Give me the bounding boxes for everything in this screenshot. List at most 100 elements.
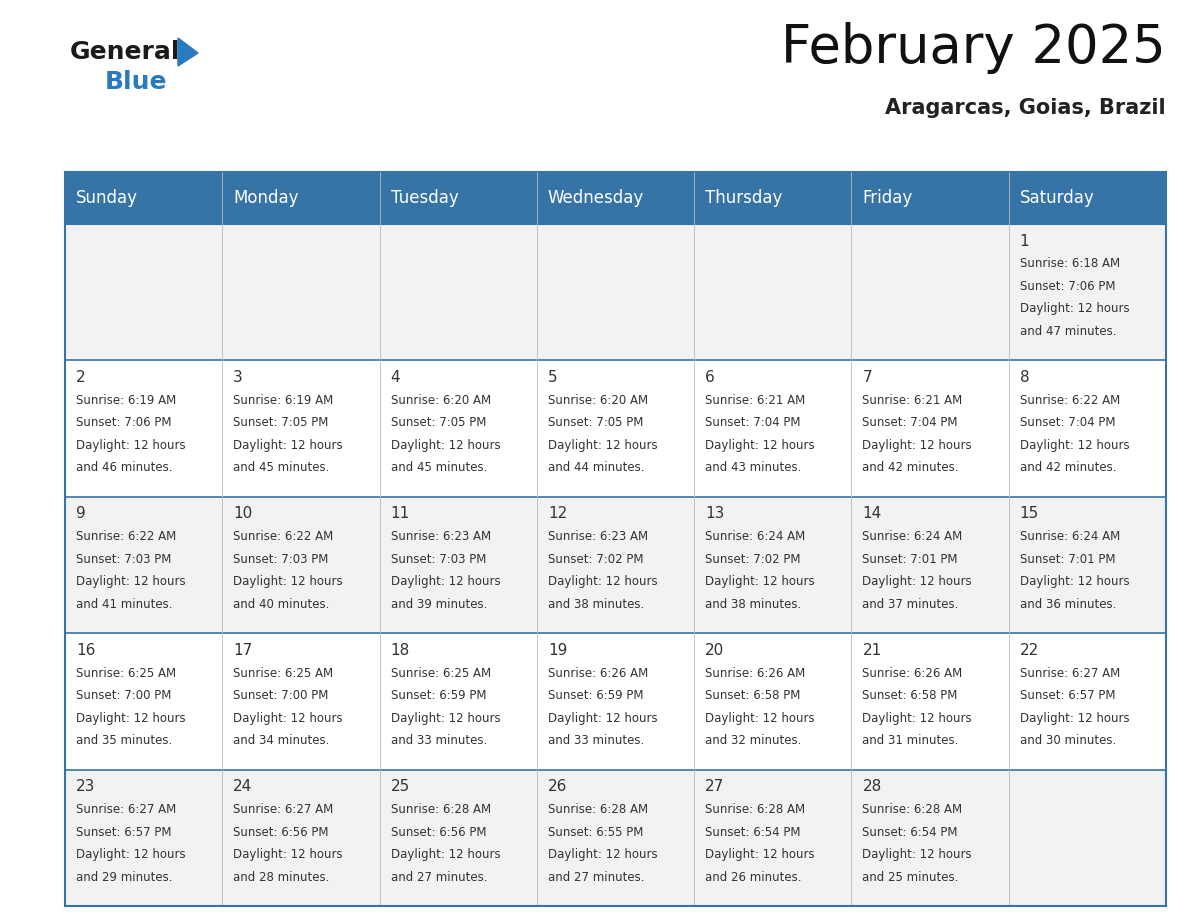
Text: Sunrise: 6:19 AM: Sunrise: 6:19 AM (233, 394, 334, 407)
Text: Sunset: 6:56 PM: Sunset: 6:56 PM (233, 825, 329, 838)
Bar (380, 497, 537, 633)
Text: Sunset: 6:57 PM: Sunset: 6:57 PM (1019, 689, 1116, 702)
Text: 7: 7 (862, 370, 872, 385)
Text: 2: 2 (76, 370, 86, 385)
Bar (852, 172, 1009, 224)
Text: 5: 5 (548, 370, 557, 385)
Text: Wednesday: Wednesday (548, 189, 644, 207)
Text: and 32 minutes.: and 32 minutes. (706, 734, 802, 747)
Text: Sunrise: 6:24 AM: Sunrise: 6:24 AM (706, 531, 805, 543)
Text: Daylight: 12 hours: Daylight: 12 hours (391, 711, 500, 724)
Bar (537, 172, 694, 224)
Text: Sunday: Sunday (76, 189, 138, 207)
Bar (380, 224, 537, 361)
Text: 4: 4 (391, 370, 400, 385)
Text: 21: 21 (862, 643, 881, 658)
Text: Daylight: 12 hours: Daylight: 12 hours (391, 848, 500, 861)
Text: Sunrise: 6:22 AM: Sunrise: 6:22 AM (76, 531, 176, 543)
Text: and 29 minutes.: and 29 minutes. (76, 870, 172, 883)
Text: February 2025: February 2025 (782, 22, 1165, 74)
Text: 14: 14 (862, 507, 881, 521)
Bar (222, 769, 380, 906)
Text: Sunset: 7:05 PM: Sunset: 7:05 PM (233, 417, 329, 430)
Text: and 35 minutes.: and 35 minutes. (76, 734, 172, 747)
Text: 15: 15 (1019, 507, 1040, 521)
Text: 23: 23 (76, 779, 95, 794)
Text: Daylight: 12 hours: Daylight: 12 hours (76, 439, 185, 452)
Text: General: General (70, 40, 181, 64)
Text: Daylight: 12 hours: Daylight: 12 hours (862, 848, 972, 861)
Text: and 28 minutes.: and 28 minutes. (233, 870, 330, 883)
Bar (852, 361, 1009, 497)
Bar (537, 633, 694, 769)
Text: Sunset: 7:04 PM: Sunset: 7:04 PM (862, 417, 958, 430)
Text: and 44 minutes.: and 44 minutes. (548, 462, 644, 475)
Text: 10: 10 (233, 507, 253, 521)
Text: Sunset: 6:54 PM: Sunset: 6:54 PM (862, 825, 958, 838)
Text: Daylight: 12 hours: Daylight: 12 hours (391, 576, 500, 588)
Text: Daylight: 12 hours: Daylight: 12 hours (233, 711, 343, 724)
Text: Daylight: 12 hours: Daylight: 12 hours (1019, 711, 1130, 724)
Text: Sunrise: 6:28 AM: Sunrise: 6:28 AM (706, 803, 805, 816)
Text: Sunset: 7:00 PM: Sunset: 7:00 PM (233, 689, 329, 702)
Text: Daylight: 12 hours: Daylight: 12 hours (548, 576, 657, 588)
Bar (1009, 224, 1165, 361)
Text: Sunrise: 6:25 AM: Sunrise: 6:25 AM (233, 666, 334, 679)
Text: Sunrise: 6:20 AM: Sunrise: 6:20 AM (391, 394, 491, 407)
Text: and 34 minutes.: and 34 minutes. (233, 734, 330, 747)
Text: and 38 minutes.: and 38 minutes. (548, 598, 644, 610)
Text: 20: 20 (706, 643, 725, 658)
Text: Sunrise: 6:28 AM: Sunrise: 6:28 AM (548, 803, 647, 816)
Text: Tuesday: Tuesday (391, 189, 459, 207)
Text: Sunrise: 6:18 AM: Sunrise: 6:18 AM (1019, 257, 1120, 271)
Text: Daylight: 12 hours: Daylight: 12 hours (1019, 439, 1130, 452)
Bar (380, 769, 537, 906)
Text: Sunrise: 6:23 AM: Sunrise: 6:23 AM (391, 531, 491, 543)
Text: Sunrise: 6:21 AM: Sunrise: 6:21 AM (706, 394, 805, 407)
Bar (65, 497, 222, 633)
Text: Sunrise: 6:22 AM: Sunrise: 6:22 AM (1019, 394, 1120, 407)
Text: Monday: Monday (233, 189, 299, 207)
Text: Sunset: 6:56 PM: Sunset: 6:56 PM (391, 825, 486, 838)
Bar (380, 361, 537, 497)
Text: 26: 26 (548, 779, 567, 794)
Text: 25: 25 (391, 779, 410, 794)
Text: Daylight: 12 hours: Daylight: 12 hours (76, 848, 185, 861)
Text: Sunset: 6:57 PM: Sunset: 6:57 PM (76, 825, 171, 838)
Text: Sunset: 6:55 PM: Sunset: 6:55 PM (548, 825, 643, 838)
Text: Daylight: 12 hours: Daylight: 12 hours (862, 576, 972, 588)
Text: Daylight: 12 hours: Daylight: 12 hours (233, 576, 343, 588)
Text: Sunset: 7:05 PM: Sunset: 7:05 PM (548, 417, 643, 430)
Text: Daylight: 12 hours: Daylight: 12 hours (1019, 576, 1130, 588)
Text: Daylight: 12 hours: Daylight: 12 hours (1019, 302, 1130, 316)
Bar (65, 172, 222, 224)
Text: 13: 13 (706, 507, 725, 521)
Text: 9: 9 (76, 507, 86, 521)
Text: Sunrise: 6:26 AM: Sunrise: 6:26 AM (706, 666, 805, 679)
Text: Daylight: 12 hours: Daylight: 12 hours (548, 848, 657, 861)
Text: and 45 minutes.: and 45 minutes. (391, 462, 487, 475)
Text: Sunset: 7:06 PM: Sunset: 7:06 PM (76, 417, 171, 430)
Text: Sunset: 7:01 PM: Sunset: 7:01 PM (862, 553, 958, 565)
Text: Daylight: 12 hours: Daylight: 12 hours (548, 711, 657, 724)
Text: Sunset: 7:05 PM: Sunset: 7:05 PM (391, 417, 486, 430)
Text: Aragarcas, Goias, Brazil: Aragarcas, Goias, Brazil (885, 98, 1165, 118)
Text: Sunset: 6:58 PM: Sunset: 6:58 PM (706, 689, 801, 702)
Bar (537, 224, 694, 361)
Text: and 39 minutes.: and 39 minutes. (391, 598, 487, 610)
Text: Sunrise: 6:27 AM: Sunrise: 6:27 AM (233, 803, 334, 816)
Bar (65, 633, 222, 769)
Bar (1009, 361, 1165, 497)
Text: and 41 minutes.: and 41 minutes. (76, 598, 172, 610)
Text: 28: 28 (862, 779, 881, 794)
Bar (222, 497, 380, 633)
Text: Sunset: 6:59 PM: Sunset: 6:59 PM (391, 689, 486, 702)
Bar (694, 497, 852, 633)
Text: 12: 12 (548, 507, 567, 521)
Bar (537, 497, 694, 633)
Text: Sunrise: 6:24 AM: Sunrise: 6:24 AM (1019, 531, 1120, 543)
Text: Sunrise: 6:27 AM: Sunrise: 6:27 AM (76, 803, 176, 816)
Text: Sunset: 7:00 PM: Sunset: 7:00 PM (76, 689, 171, 702)
Text: 22: 22 (1019, 643, 1040, 658)
Text: and 47 minutes.: and 47 minutes. (1019, 325, 1117, 338)
